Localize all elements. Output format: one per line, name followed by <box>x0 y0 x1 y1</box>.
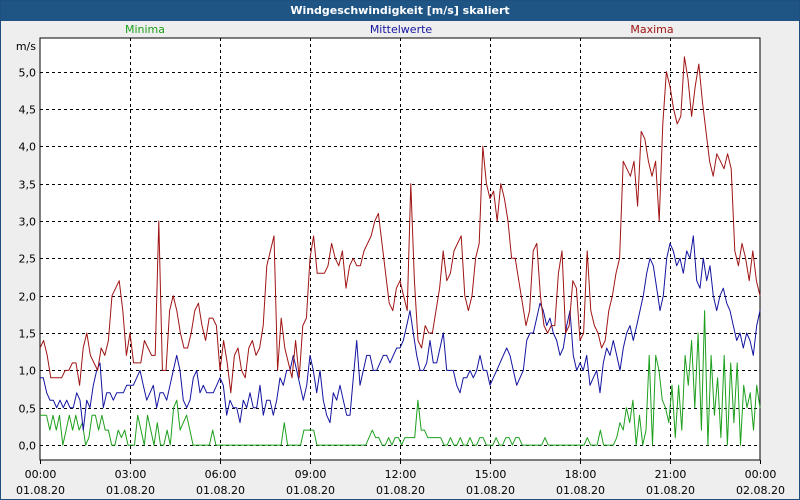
x-tick-time: 12:00 <box>385 468 417 481</box>
y-tick-label: 2,0 <box>19 291 37 304</box>
y-tick-label: 0,5 <box>19 403 37 416</box>
x-tick-date: 01.08.20 <box>16 484 65 497</box>
x-tick-time: 21:00 <box>655 468 687 481</box>
series-line-mittelwerte <box>40 235 761 431</box>
legend-mittelwerte: Mittelwerte <box>370 23 433 36</box>
y-tick-label: 3,0 <box>19 216 37 229</box>
x-tick-date: 01.08.20 <box>466 484 515 497</box>
legend-minima: Minima <box>125 23 165 36</box>
y-tick-label: 3,5 <box>19 179 37 192</box>
legend-maxima: Maxima <box>630 23 673 36</box>
series-line-maxima <box>39 56 761 394</box>
y-tick-label: 1,0 <box>19 365 37 378</box>
y-tick-label: 0,0 <box>19 440 37 453</box>
y-tick-label: 4,5 <box>19 104 37 117</box>
x-tick-date: 01.08.20 <box>376 484 425 497</box>
x-tick-time: 00:00 <box>25 468 57 481</box>
x-tick-date: 01.08.20 <box>646 484 695 497</box>
grid <box>40 38 760 460</box>
x-tick-time: 06:00 <box>205 468 237 481</box>
chart-title: Windgeschwindigkeit [m/s] skaliert <box>1 1 799 21</box>
y-tick-label: 5,0 <box>19 67 37 80</box>
x-tick-time: 09:00 <box>295 468 327 481</box>
axes: 0,0 0,5 1,0 1,5 2,0 2,5 3,0 3,5 4,0 4,5 5,0 m/s 00:0… <box>16 23 785 497</box>
x-tick-time: 03:00 <box>115 468 147 481</box>
series-line-minima <box>40 310 761 446</box>
x-tick-time: 18:00 <box>565 468 597 481</box>
x-tick-date: 02.08.20 <box>736 484 785 497</box>
y-tick-label: 2,5 <box>19 253 37 266</box>
x-tick-date: 01.08.20 <box>196 484 245 497</box>
x-tick-date: 01.08.20 <box>106 484 155 497</box>
x-tick-date: 01.08.20 <box>286 484 335 497</box>
y-tick-label: 1,5 <box>19 328 37 341</box>
x-tick-time: 00:00 <box>745 468 777 481</box>
y-axis-unit-label: m/s <box>16 40 36 53</box>
x-tick-time: 15:00 <box>475 468 507 481</box>
y-tick-label: 4,0 <box>19 141 37 154</box>
series-group <box>39 56 761 446</box>
x-tick-date: 01.08.20 <box>556 484 605 497</box>
